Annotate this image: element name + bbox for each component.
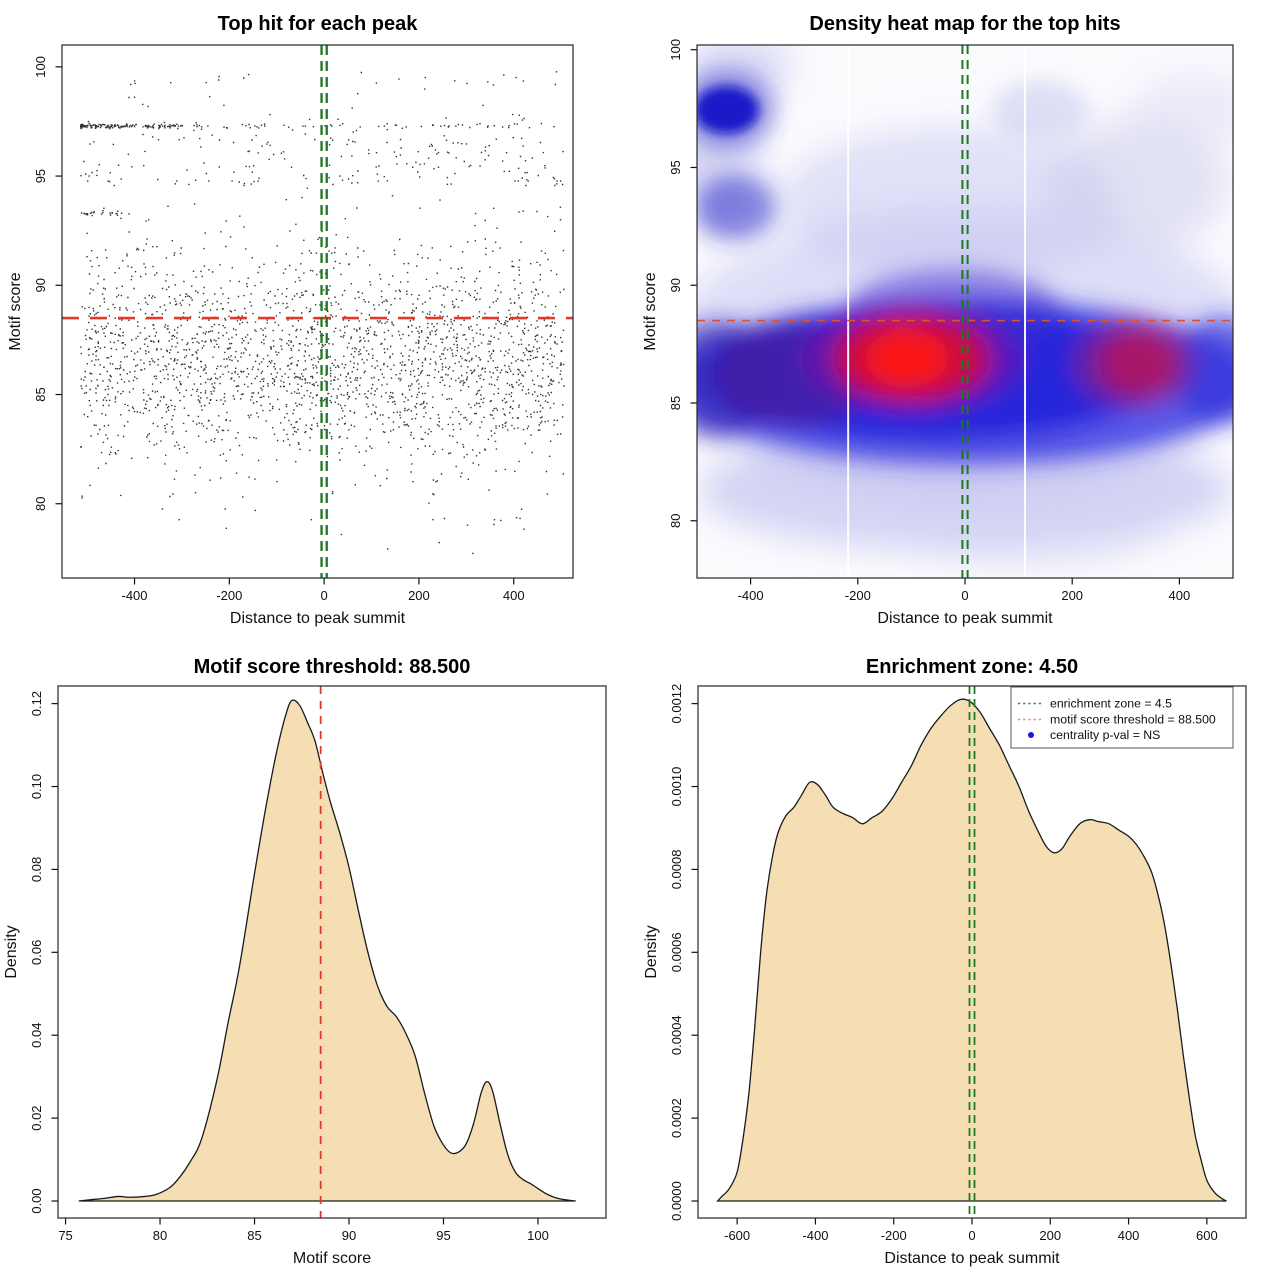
svg-text:80: 80 (153, 1228, 167, 1243)
panel-density-heatmap: Density heat map for the top hits -400 -2… (640, 0, 1280, 640)
svg-text:0.0000: 0.0000 (669, 1181, 684, 1221)
motif-density-plot-canvas: 75 80 85 90 95 100 0.00 0.02 0.04 0.06 0.08 0.10 0.1… (3, 685, 607, 1267)
svg-text:Motif score: Motif score (293, 1250, 371, 1267)
svg-text:0: 0 (968, 1228, 975, 1243)
svg-text:-200: -200 (845, 588, 871, 603)
svg-text:90: 90 (33, 278, 48, 292)
panel-top-hit-scatter: Top hit for each peak -400 -200 0 200 400 80 8… (0, 0, 640, 640)
svg-text:0.12: 0.12 (29, 691, 44, 716)
svg-text:85: 85 (668, 396, 683, 410)
svg-text:100: 100 (33, 56, 48, 78)
svg-text:95: 95 (668, 160, 683, 174)
svg-text:80: 80 (668, 514, 683, 528)
svg-text:100: 100 (527, 1228, 549, 1243)
svg-text:90: 90 (668, 278, 683, 292)
distance-density-plot-canvas: -600 -400 -200 0 200 400 600 0.0000 0.0002 0.0004… (643, 684, 1247, 1267)
svg-text:85: 85 (33, 387, 48, 401)
panel-motif-score-density: Motif score threshold: 88.500 75 80 85 90 95… (0, 640, 640, 1280)
svg-text:-600: -600 (724, 1228, 750, 1243)
heatmap-plot-canvas: -400 -200 0 200 400 80 85 90 95 100 Distance to pe… (642, 39, 1234, 627)
svg-text:Density: Density (643, 925, 660, 978)
svg-text:0: 0 (961, 588, 968, 603)
svg-text:95: 95 (33, 169, 48, 183)
page-title: Motif score threshold: 88.500 (193, 656, 471, 678)
svg-text:400: 400 (1118, 1228, 1140, 1243)
svg-text:0.10: 0.10 (29, 774, 44, 799)
svg-text:-200: -200 (881, 1228, 907, 1243)
svg-text:centrality p-val = NS: centrality p-val = NS (1050, 728, 1160, 742)
svg-text:90: 90 (342, 1228, 356, 1243)
svg-text:200: 200 (1039, 1228, 1061, 1243)
svg-text:600: 600 (1196, 1228, 1218, 1243)
page-title: Enrichment zone: 4.50 (865, 656, 1079, 678)
svg-text:Density: Density (3, 925, 20, 978)
svg-text:Distance to peak summit: Distance to peak summit (230, 610, 406, 627)
svg-text:0.00: 0.00 (29, 1188, 44, 1213)
svg-text:0.04: 0.04 (29, 1023, 44, 1048)
svg-text:0.06: 0.06 (29, 940, 44, 965)
svg-text:0.0008: 0.0008 (669, 850, 684, 890)
svg-text:95: 95 (436, 1228, 450, 1243)
svg-text:85: 85 (247, 1228, 261, 1243)
svg-text:0.08: 0.08 (29, 857, 44, 882)
svg-text:0.0002: 0.0002 (669, 1098, 684, 1138)
svg-text:75: 75 (58, 1228, 72, 1243)
svg-text:Distance to peak summit: Distance to peak summit (884, 1250, 1060, 1267)
svg-text:Motif score: Motif score (7, 272, 24, 350)
svg-text:400: 400 (503, 588, 525, 603)
svg-text:motif score threshold = 88.500: motif score threshold = 88.500 (1050, 713, 1216, 727)
svg-text:0.0004: 0.0004 (669, 1015, 684, 1055)
svg-text:Distance to peak summit: Distance to peak summit (877, 610, 1053, 627)
svg-text:0: 0 (321, 588, 328, 603)
svg-text:-400: -400 (122, 588, 148, 603)
svg-text:-400: -400 (802, 1228, 828, 1243)
svg-text:80: 80 (33, 496, 48, 510)
svg-text:200: 200 (1061, 588, 1083, 603)
svg-text:enrichment zone = 4.5: enrichment zone = 4.5 (1050, 697, 1172, 711)
page-title: Density heat map for the top hits (809, 13, 1121, 35)
svg-text:0.02: 0.02 (29, 1105, 44, 1130)
svg-text:0.0012: 0.0012 (669, 684, 684, 724)
svg-text:-400: -400 (738, 588, 764, 603)
svg-text:0.0010: 0.0010 (669, 767, 684, 807)
svg-text:-200: -200 (216, 588, 242, 603)
panel-enrichment-zone-density: Enrichment zone: 4.50 -600 -400 -200 0 200 40… (640, 640, 1280, 1280)
svg-text:0.0006: 0.0006 (669, 932, 684, 972)
scatter-plot-canvas: -400 -200 0 200 400 80 85 90 95 100 Distance to pe… (7, 44, 574, 627)
svg-text:200: 200 (408, 588, 430, 603)
svg-text:Motif score: Motif score (642, 272, 659, 350)
svg-text:100: 100 (668, 39, 683, 61)
page-title: Top hit for each peak (217, 13, 418, 35)
svg-text:400: 400 (1169, 588, 1191, 603)
